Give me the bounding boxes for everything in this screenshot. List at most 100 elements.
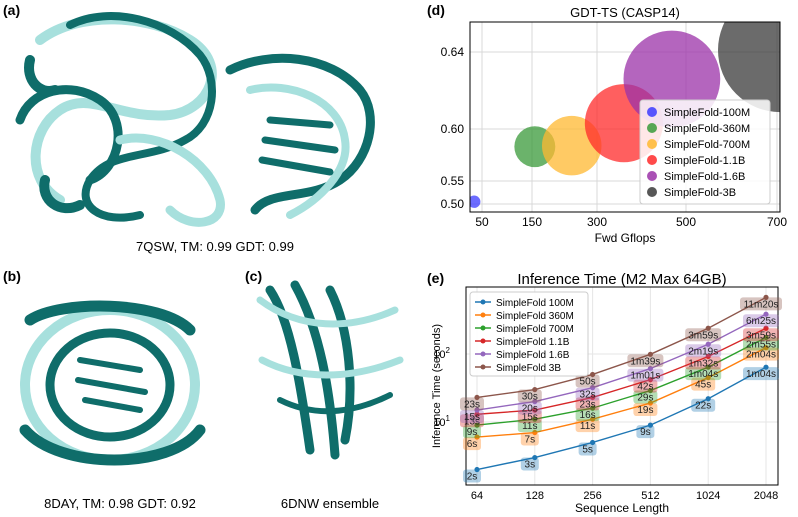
inference-legend-marker	[480, 338, 486, 344]
panel-label-c: (c)	[245, 268, 263, 284]
gdt-y-tick-label: 0.55	[441, 174, 465, 188]
inference-legend-label: SimpleFold 700M	[496, 324, 574, 335]
inference-data-label: 6s	[467, 439, 478, 450]
inference-data-label-bg	[460, 414, 484, 428]
gdt-x-tick-label: 700	[767, 215, 787, 229]
gdt-bubble	[470, 195, 481, 208]
inference-point	[474, 422, 480, 428]
inference-point	[705, 374, 711, 381]
inference-point	[647, 387, 654, 394]
inference-point	[705, 364, 711, 370]
inference-point	[474, 411, 480, 417]
inference-chart: Inference Time (M2 Max 64GB) 64 128 256 512 1…	[431, 271, 782, 515]
inference-point	[763, 345, 769, 351]
gdt-y-tick-label: 0.50	[441, 197, 465, 211]
inference-data-label-bg	[520, 432, 539, 446]
inference-data-label-bg	[520, 457, 539, 471]
protein-structure-7qsw	[15, 12, 375, 227]
inference-legend-label: SimpleFold 1.6B	[496, 350, 570, 361]
gdt-y-tick-label: 0.60	[441, 122, 465, 136]
gdt-legend-marker	[647, 155, 657, 165]
inference-point	[532, 454, 538, 461]
protein-structure-6dnw	[256, 280, 404, 460]
gdt-y-tick-label: 0.64	[441, 45, 465, 59]
inference-data-label: 23s	[464, 399, 480, 410]
inference-data-label: 20s	[522, 404, 538, 415]
inference-data-label-bg	[743, 367, 779, 381]
inference-data-label-bg	[685, 328, 722, 342]
gdt-x-tick-label: 300	[587, 215, 607, 229]
inference-data-label-bg	[685, 356, 722, 370]
inference-point	[590, 416, 596, 422]
inference-data-label: 2s	[467, 472, 478, 483]
inference-x-axis-label: Sequence Length	[575, 501, 669, 515]
inference-point	[763, 364, 769, 370]
inference-axes-frame	[465, 286, 779, 486]
inference-y-tick-label: 102	[433, 346, 450, 361]
inference-data-label: 3m59s	[746, 330, 776, 341]
gdt-legend-label: SimpleFold-3B	[664, 187, 736, 199]
inference-point	[474, 466, 480, 473]
gdt-legend-label: SimpleFold-100M	[664, 107, 750, 119]
inference-legend-label: SimpleFold 360M	[496, 311, 574, 322]
inference-point	[647, 365, 654, 372]
inference-x-tick-label: 2048	[754, 490, 778, 502]
inference-series-line	[476, 347, 767, 438]
inference-data-label: 19s	[637, 405, 653, 416]
inference-data-label: 5s	[582, 444, 593, 455]
inference-legend-box	[469, 291, 589, 377]
inference-data-label-bg	[743, 347, 779, 361]
gdt-legend-label: SimpleFold-1.1B	[664, 155, 745, 167]
inference-y-tick-label: 101	[433, 414, 450, 429]
inference-series-line	[476, 313, 767, 411]
inference-data-label: 29s	[637, 393, 653, 404]
inference-x-tick-label: 128	[526, 490, 544, 502]
inference-data-label: 2m19s	[688, 346, 718, 357]
inference-point	[647, 400, 654, 406]
inference-series-line	[476, 336, 767, 426]
inference-data-label: 23s	[580, 399, 596, 410]
inference-data-label-bg	[517, 410, 542, 424]
inference-series-line	[476, 366, 767, 471]
inference-data-label-bg	[575, 397, 600, 411]
inference-y-axis-label: Inference Time (seconds)	[431, 324, 443, 448]
inference-series-line	[476, 296, 767, 399]
gdt-legend-marker	[647, 139, 657, 149]
panel-label-b: (b)	[3, 268, 21, 284]
inference-data-label: 2m04s	[746, 350, 776, 361]
inference-data-label: 1m04s	[688, 369, 718, 380]
inference-data-label: 3s	[525, 460, 536, 471]
gdt-x-axis-label: Fwd Gflops	[595, 231, 656, 245]
inference-point	[647, 377, 654, 383]
gdt-legend-label: SimpleFold-1.6B	[664, 171, 745, 183]
caption-8day: 8DAY, TM: 0.98 GDT: 0.92	[44, 496, 196, 511]
inference-data-label: 2m55s	[746, 339, 776, 350]
inference-point	[532, 429, 538, 436]
inference-data-label-bg	[627, 354, 664, 368]
inference-data-label: 7s	[525, 435, 536, 446]
inference-point	[705, 325, 711, 331]
gdt-title: GDT-TS (CASP14)	[570, 5, 680, 20]
inference-data-label: 42s	[637, 382, 653, 393]
inference-legend-marker	[480, 299, 486, 305]
gdt-legend-marker	[647, 107, 657, 117]
inference-legend-label: SimpleFold 100M	[496, 298, 574, 309]
inference-data-label-bg	[740, 297, 782, 311]
inference-data-label-bg	[463, 469, 481, 483]
inference-data-label-bg	[517, 419, 542, 433]
inference-point	[590, 385, 596, 391]
gdt-legend-box	[639, 99, 771, 205]
caption-6dnw: 6DNW ensemble	[280, 496, 380, 511]
inference-legend-label: SimpleFold 3B	[496, 363, 561, 374]
inference-point	[474, 407, 480, 413]
inference-point	[590, 405, 596, 411]
inference-x-tick-label: 512	[641, 490, 659, 502]
inference-data-label-bg	[460, 410, 484, 424]
inference-data-label-bg	[636, 425, 655, 439]
inference-data-label-bg	[575, 387, 600, 401]
inference-data-label: 13s	[464, 416, 480, 427]
inference-x-tick-label: 64	[471, 490, 483, 502]
inference-legend-marker	[480, 351, 486, 357]
gdt-legend-label: SimpleFold-360M	[664, 123, 750, 135]
